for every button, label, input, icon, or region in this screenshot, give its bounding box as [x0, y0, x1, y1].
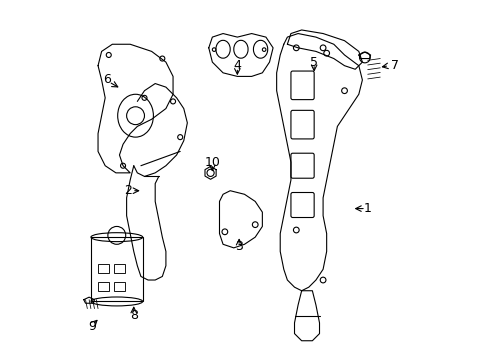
Bar: [98, 282, 108, 291]
Text: 9: 9: [88, 320, 97, 333]
Text: 10: 10: [204, 156, 220, 168]
Text: 7: 7: [390, 59, 398, 72]
Text: 2: 2: [124, 184, 132, 197]
Bar: [114, 282, 124, 291]
Bar: [114, 264, 124, 273]
Text: 8: 8: [129, 309, 138, 322]
Bar: [98, 264, 108, 273]
Text: 6: 6: [103, 73, 111, 86]
Bar: [91, 237, 142, 301]
Text: 1: 1: [363, 202, 371, 215]
Text: 5: 5: [309, 55, 318, 69]
Text: 3: 3: [235, 240, 243, 253]
Text: 4: 4: [233, 59, 241, 72]
